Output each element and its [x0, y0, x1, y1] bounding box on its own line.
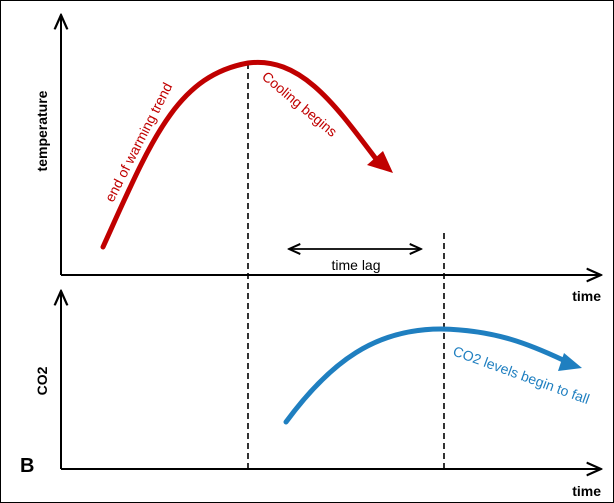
falling-curve-label: Cooling begins — [259, 68, 340, 140]
bottom-y-axis-label: CO2 — [34, 366, 50, 395]
bottom-x-axis-label: time — [572, 483, 601, 499]
top-x-axis-label: time — [572, 288, 601, 304]
rising-curve-label: end of warming trend — [101, 80, 175, 204]
co2-curve-label: CO2 levels begin to fall — [451, 343, 592, 407]
panel-label: B — [20, 455, 34, 477]
temperature-curve-arrowhead — [367, 151, 393, 173]
temperature-curve — [100, 59, 379, 250]
co2-curve — [283, 326, 566, 425]
time-lag-label: time lag — [331, 257, 380, 273]
top-y-axis-label: temperature — [34, 90, 50, 171]
co2-curve-arrowhead — [558, 353, 582, 371]
